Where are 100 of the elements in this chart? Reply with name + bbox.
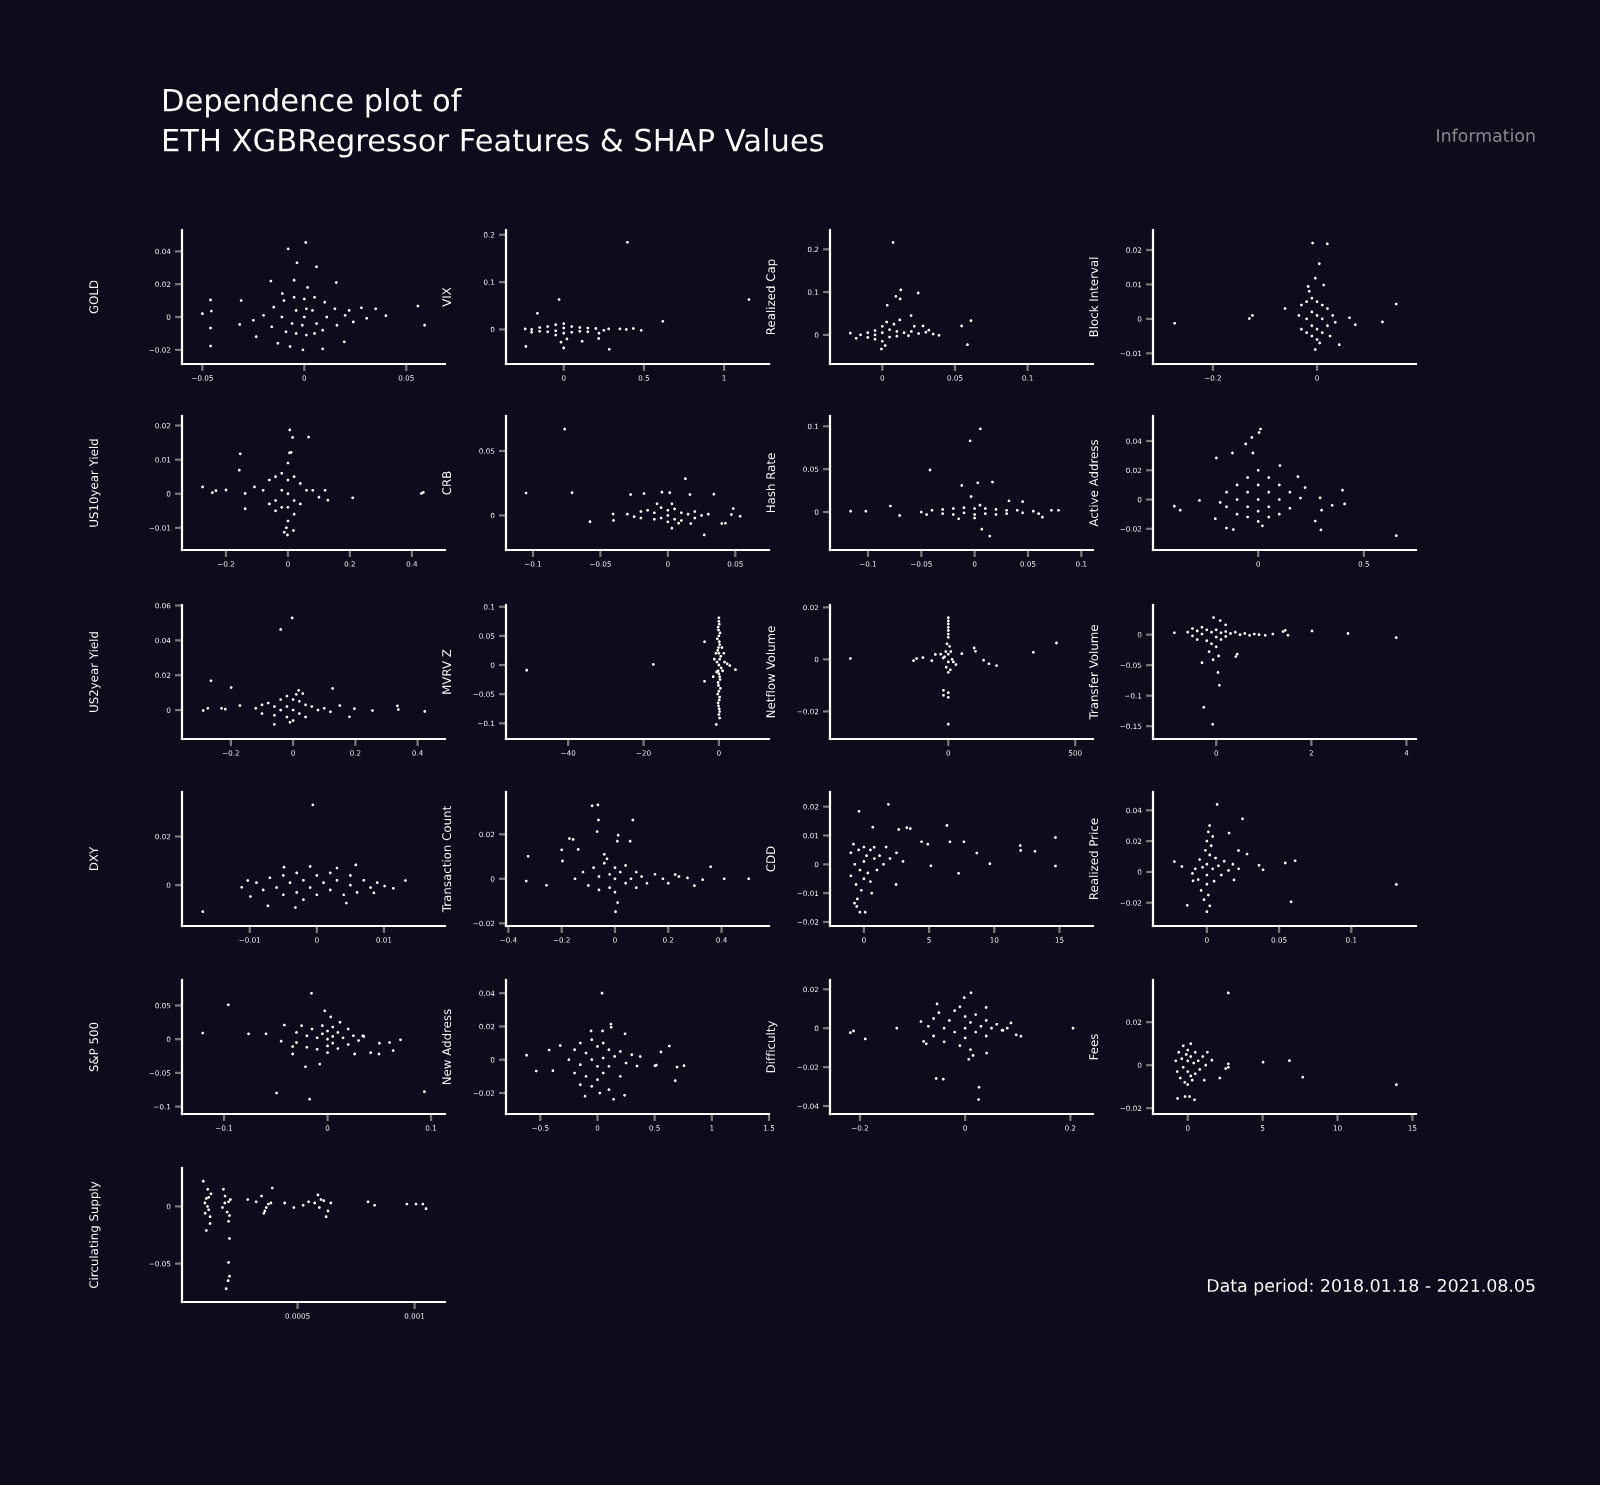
point xyxy=(399,1038,402,1042)
point xyxy=(594,327,598,330)
point xyxy=(1210,630,1213,634)
point xyxy=(872,857,876,860)
point xyxy=(602,861,606,865)
point xyxy=(985,1051,989,1055)
point xyxy=(1394,534,1398,538)
point xyxy=(1300,327,1303,331)
point xyxy=(661,320,665,323)
point xyxy=(570,330,574,334)
point xyxy=(286,505,290,509)
point xyxy=(946,622,950,626)
point xyxy=(288,881,292,885)
point xyxy=(545,883,548,887)
point xyxy=(302,878,305,882)
point xyxy=(951,513,955,516)
point xyxy=(689,522,693,525)
point xyxy=(1198,1068,1202,1071)
point xyxy=(1191,634,1194,638)
point xyxy=(1184,1053,1188,1056)
y-axis-title: Hash Rate xyxy=(765,453,776,513)
point xyxy=(562,346,566,350)
text: Data period: 2018.01.18 - 2021.08.05 xyxy=(1207,1278,1535,1296)
point xyxy=(1185,903,1189,907)
point xyxy=(1192,1061,1196,1065)
point xyxy=(1226,991,1230,995)
point xyxy=(946,695,950,699)
point xyxy=(597,875,601,878)
point xyxy=(946,671,950,674)
point xyxy=(1021,511,1024,515)
point xyxy=(949,650,953,653)
point xyxy=(969,1048,972,1052)
point xyxy=(1178,1076,1182,1080)
point xyxy=(546,325,550,328)
point xyxy=(634,870,638,874)
point xyxy=(901,860,905,863)
point xyxy=(282,299,286,302)
point xyxy=(608,872,612,876)
point xyxy=(295,1031,298,1034)
point xyxy=(946,629,950,632)
point xyxy=(967,1057,971,1061)
point xyxy=(946,635,950,639)
point xyxy=(872,845,876,849)
point xyxy=(292,1206,296,1209)
point xyxy=(1315,314,1319,317)
point xyxy=(895,851,898,855)
point xyxy=(683,477,687,481)
point xyxy=(1200,625,1204,629)
point xyxy=(1251,314,1254,317)
point xyxy=(1172,504,1176,508)
point xyxy=(1193,867,1197,871)
point xyxy=(642,492,646,496)
point xyxy=(1257,431,1261,434)
y-axis-title: Fees xyxy=(1089,1034,1099,1060)
point xyxy=(1331,314,1335,317)
point xyxy=(222,1187,225,1191)
point xyxy=(578,329,582,333)
point xyxy=(1277,483,1281,487)
point xyxy=(1193,1072,1197,1076)
point xyxy=(677,521,681,525)
point xyxy=(1322,283,1326,287)
point xyxy=(612,519,615,522)
point xyxy=(304,307,308,311)
point xyxy=(210,491,214,495)
point xyxy=(1231,451,1234,455)
point xyxy=(1201,865,1204,869)
point xyxy=(630,1053,634,1057)
point xyxy=(280,505,284,509)
point xyxy=(673,507,676,511)
point xyxy=(605,857,609,861)
point xyxy=(848,331,852,335)
point xyxy=(962,506,966,510)
point xyxy=(614,910,617,914)
point xyxy=(652,517,656,521)
point xyxy=(1207,650,1211,654)
point xyxy=(991,480,994,484)
point xyxy=(1246,490,1250,494)
point xyxy=(1283,861,1287,865)
point xyxy=(1381,320,1384,324)
point xyxy=(524,879,528,883)
point xyxy=(1313,276,1317,280)
point xyxy=(1172,860,1176,864)
point xyxy=(240,885,244,889)
point xyxy=(1215,803,1219,806)
point xyxy=(988,534,992,538)
point xyxy=(1277,498,1281,501)
point xyxy=(1226,1062,1230,1066)
point xyxy=(688,493,692,496)
point xyxy=(958,1044,962,1048)
point xyxy=(291,436,294,439)
point xyxy=(351,496,355,500)
point xyxy=(849,509,852,513)
point xyxy=(1250,436,1254,439)
point xyxy=(1217,864,1220,868)
point xyxy=(623,1032,627,1036)
point xyxy=(634,886,638,890)
point xyxy=(308,865,312,868)
point xyxy=(371,709,374,712)
point xyxy=(639,328,643,332)
point xyxy=(623,1093,626,1097)
